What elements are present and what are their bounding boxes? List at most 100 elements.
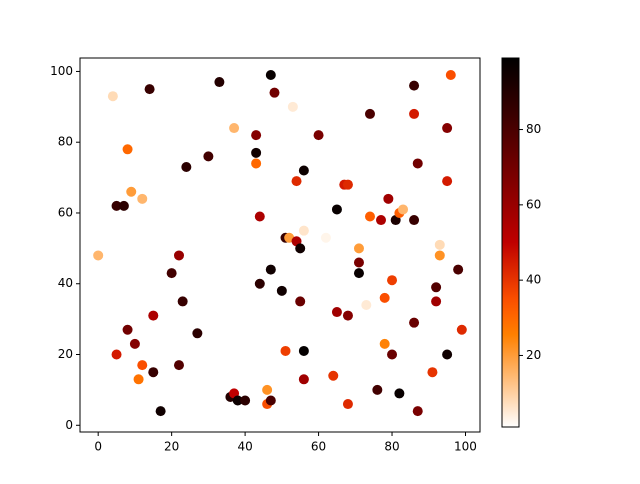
point (148, 310, 159, 321)
axes-frame (79, 57, 481, 433)
point (364, 211, 375, 222)
point (331, 307, 342, 318)
point (372, 384, 383, 395)
point (295, 243, 306, 254)
point (173, 250, 184, 261)
point (412, 158, 423, 169)
point (107, 91, 118, 102)
point (181, 161, 192, 172)
point (398, 204, 409, 215)
point (427, 367, 438, 378)
point (409, 317, 420, 328)
point (379, 338, 390, 349)
colorbar (501, 57, 520, 428)
point (251, 130, 262, 141)
point (379, 292, 390, 303)
point (298, 225, 309, 236)
point (122, 144, 133, 155)
point (328, 370, 339, 381)
point (262, 384, 273, 395)
point (442, 123, 453, 134)
point (442, 349, 453, 360)
point (313, 130, 324, 141)
point (265, 264, 276, 275)
point (453, 264, 464, 275)
point (126, 186, 137, 197)
point (251, 158, 262, 169)
point (148, 367, 159, 378)
point (353, 268, 364, 279)
point (251, 147, 262, 158)
x-tick-label: 60 (311, 440, 326, 454)
point (387, 275, 398, 286)
point (111, 200, 122, 211)
colorbar-tick-label: 20 (526, 348, 541, 362)
point (254, 278, 265, 289)
point (353, 257, 364, 268)
x-tick-label: 20 (164, 440, 179, 454)
point (320, 232, 331, 243)
point (269, 87, 280, 98)
point (265, 395, 276, 406)
point (434, 239, 445, 250)
y-tick-label: 0 (65, 418, 73, 432)
point (280, 345, 291, 356)
point (456, 324, 467, 335)
point (342, 310, 353, 321)
point (409, 215, 420, 226)
point (445, 69, 456, 80)
point (431, 296, 442, 307)
point (254, 211, 265, 222)
point (137, 360, 148, 371)
point (240, 395, 251, 406)
colorbar-tick-label: 80 (526, 122, 541, 136)
point (287, 101, 298, 112)
point (291, 176, 302, 187)
point (298, 345, 309, 356)
point (118, 200, 129, 211)
point (232, 395, 243, 406)
x-tick-label: 80 (384, 440, 399, 454)
y-tick-label: 60 (58, 205, 73, 219)
point (394, 388, 405, 399)
point (196, 137, 207, 148)
point (155, 406, 166, 417)
point (442, 176, 453, 187)
point (192, 328, 203, 339)
point (295, 296, 306, 307)
point (361, 299, 372, 310)
point (173, 360, 184, 371)
point (298, 374, 309, 385)
point (137, 193, 148, 204)
point (331, 204, 342, 215)
y-tick-label: 40 (58, 276, 73, 290)
y-tick-label: 80 (58, 135, 73, 149)
y-tick-label: 100 (50, 64, 73, 78)
point (129, 338, 140, 349)
point (133, 374, 144, 385)
point (387, 349, 398, 360)
point (409, 80, 420, 91)
point (409, 108, 420, 119)
point (144, 84, 155, 95)
point (376, 215, 387, 226)
point (93, 250, 104, 261)
point (434, 250, 445, 261)
point (383, 193, 394, 204)
point (276, 285, 287, 296)
colorbar-tick-label: 60 (526, 197, 541, 211)
point (203, 151, 214, 162)
point (177, 296, 188, 307)
y-tick-label: 20 (58, 347, 73, 361)
point (166, 268, 177, 279)
point (353, 243, 364, 254)
point (122, 324, 133, 335)
x-tick-label: 100 (454, 440, 477, 454)
point (298, 165, 309, 176)
point (342, 179, 353, 190)
x-tick-label: 0 (94, 440, 102, 454)
point (364, 108, 375, 119)
point (111, 349, 122, 360)
colorbar-tick-label: 40 (526, 273, 541, 287)
